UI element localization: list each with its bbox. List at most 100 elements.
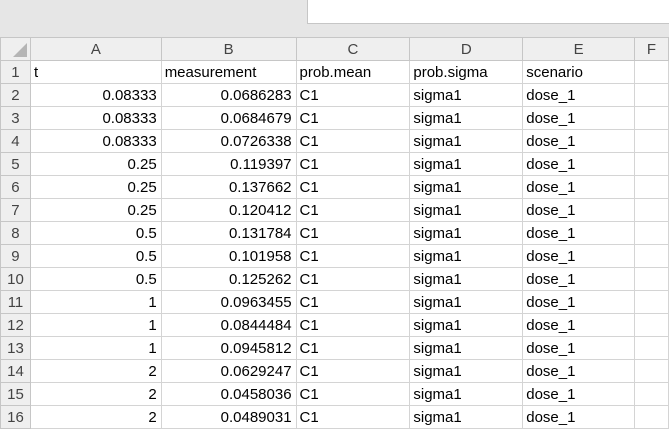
cell-b[interactable]: 0.125262 xyxy=(160,267,297,291)
cell-d[interactable]: sigma1 xyxy=(409,175,524,199)
cell-c[interactable]: C1 xyxy=(295,221,411,245)
row-header[interactable]: 7 xyxy=(0,198,31,222)
row-header[interactable]: 15 xyxy=(0,382,31,406)
cell-e[interactable]: dose_1 xyxy=(522,129,636,153)
column-header-b[interactable]: B xyxy=(160,37,297,61)
row-header[interactable]: 12 xyxy=(0,313,31,337)
select-all-button[interactable] xyxy=(0,37,31,61)
cell-a[interactable]: 2 xyxy=(29,405,162,429)
cell-b[interactable]: 0.0489031 xyxy=(160,405,297,429)
cell-c[interactable]: C1 xyxy=(295,106,411,130)
cell-b[interactable]: 0.0726338 xyxy=(160,129,297,153)
cell-d[interactable]: sigma1 xyxy=(409,152,524,176)
cell-a[interactable]: 0.25 xyxy=(29,152,162,176)
cell-a[interactable]: 0.08333 xyxy=(29,106,162,130)
cell-b[interactable]: 0.137662 xyxy=(160,175,297,199)
cell-b[interactable]: 0.131784 xyxy=(160,221,297,245)
cell-e[interactable]: dose_1 xyxy=(522,198,636,222)
row-header[interactable]: 2 xyxy=(0,83,31,107)
cell-e[interactable]: scenario xyxy=(522,60,636,84)
cell-b[interactable]: 0.101958 xyxy=(160,244,297,268)
cell-a[interactable]: 1 xyxy=(29,290,162,314)
cell-d[interactable]: sigma1 xyxy=(409,359,524,383)
cell-d[interactable]: sigma1 xyxy=(409,405,524,429)
cell-f[interactable] xyxy=(634,336,669,360)
row-header[interactable]: 9 xyxy=(0,244,31,268)
formula-bar[interactable] xyxy=(307,0,669,24)
row-header[interactable]: 14 xyxy=(0,359,31,383)
cell-f[interactable] xyxy=(634,290,669,314)
row-header[interactable]: 13 xyxy=(0,336,31,360)
cell-c[interactable]: C1 xyxy=(295,336,411,360)
cell-b[interactable]: 0.0458036 xyxy=(160,382,297,406)
cell-e[interactable]: dose_1 xyxy=(522,83,636,107)
cell-d[interactable]: sigma1 xyxy=(409,244,524,268)
row-header[interactable]: 3 xyxy=(0,106,31,130)
cell-a[interactable]: 0.08333 xyxy=(29,129,162,153)
cell-e[interactable]: dose_1 xyxy=(522,267,636,291)
cell-d[interactable]: sigma1 xyxy=(409,221,524,245)
cell-d[interactable]: sigma1 xyxy=(409,106,524,130)
cell-d[interactable]: sigma1 xyxy=(409,129,524,153)
cell-f[interactable] xyxy=(634,405,669,429)
cell-f[interactable] xyxy=(634,175,669,199)
cell-b[interactable]: 0.0684679 xyxy=(160,106,297,130)
column-header-e[interactable]: E xyxy=(522,37,636,61)
column-header-f[interactable]: F xyxy=(634,37,669,61)
row-header[interactable]: 10 xyxy=(0,267,31,291)
cell-e[interactable]: dose_1 xyxy=(522,336,636,360)
cell-f[interactable] xyxy=(634,267,669,291)
cell-a[interactable]: t xyxy=(29,60,162,84)
cell-b[interactable]: 0.119397 xyxy=(160,152,297,176)
row-header[interactable]: 5 xyxy=(0,152,31,176)
cell-f[interactable] xyxy=(634,60,669,84)
cell-f[interactable] xyxy=(634,106,669,130)
cell-d[interactable]: sigma1 xyxy=(409,382,524,406)
cell-e[interactable]: dose_1 xyxy=(522,221,636,245)
cell-c[interactable]: C1 xyxy=(295,175,411,199)
cell-b[interactable]: 0.0945812 xyxy=(160,336,297,360)
cell-a[interactable]: 0.5 xyxy=(29,244,162,268)
cell-f[interactable] xyxy=(634,382,669,406)
row-header[interactable]: 4 xyxy=(0,129,31,153)
column-header-d[interactable]: D xyxy=(409,37,524,61)
column-header-a[interactable]: A xyxy=(29,37,162,61)
cell-a[interactable]: 1 xyxy=(29,336,162,360)
cell-e[interactable]: dose_1 xyxy=(522,359,636,383)
cell-f[interactable] xyxy=(634,313,669,337)
cell-c[interactable]: C1 xyxy=(295,198,411,222)
cell-a[interactable]: 0.08333 xyxy=(29,83,162,107)
cell-e[interactable]: dose_1 xyxy=(522,106,636,130)
cell-b[interactable]: 0.0963455 xyxy=(160,290,297,314)
cell-a[interactable]: 0.5 xyxy=(29,267,162,291)
cell-c[interactable]: C1 xyxy=(295,405,411,429)
cell-b[interactable]: 0.0844484 xyxy=(160,313,297,337)
cell-f[interactable] xyxy=(634,359,669,383)
row-header[interactable]: 16 xyxy=(0,405,31,429)
cell-f[interactable] xyxy=(634,83,669,107)
cell-b[interactable]: measurement xyxy=(160,60,297,84)
cell-d[interactable]: sigma1 xyxy=(409,267,524,291)
cell-d[interactable]: sigma1 xyxy=(409,313,524,337)
cell-d[interactable]: prob.sigma xyxy=(409,60,524,84)
cell-f[interactable] xyxy=(634,198,669,222)
cell-b[interactable]: 0.120412 xyxy=(160,198,297,222)
row-header[interactable]: 1 xyxy=(0,60,31,84)
cell-e[interactable]: dose_1 xyxy=(522,313,636,337)
cell-a[interactable]: 0.25 xyxy=(29,175,162,199)
cell-a[interactable]: 2 xyxy=(29,382,162,406)
cell-f[interactable] xyxy=(634,152,669,176)
cell-c[interactable]: C1 xyxy=(295,313,411,337)
cell-d[interactable]: sigma1 xyxy=(409,198,524,222)
cell-e[interactable]: dose_1 xyxy=(522,244,636,268)
column-header-c[interactable]: C xyxy=(295,37,411,61)
cell-d[interactable]: sigma1 xyxy=(409,290,524,314)
cell-e[interactable]: dose_1 xyxy=(522,290,636,314)
cell-c[interactable]: C1 xyxy=(295,290,411,314)
cell-f[interactable] xyxy=(634,129,669,153)
cell-a[interactable]: 0.5 xyxy=(29,221,162,245)
cell-c[interactable]: C1 xyxy=(295,129,411,153)
row-header[interactable]: 11 xyxy=(0,290,31,314)
cell-c[interactable]: C1 xyxy=(295,83,411,107)
cell-c[interactable]: C1 xyxy=(295,152,411,176)
